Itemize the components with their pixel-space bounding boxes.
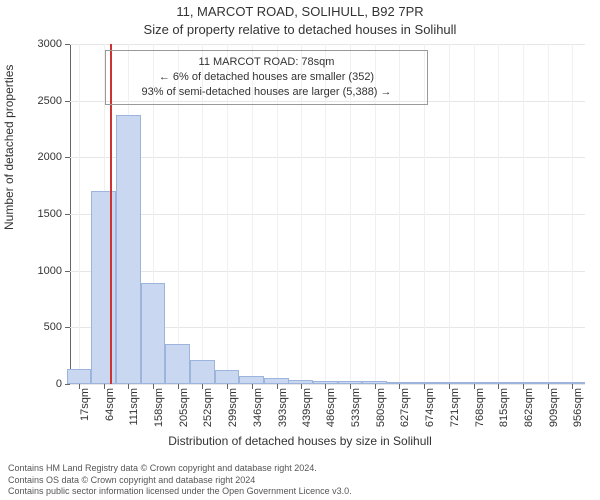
histogram-bar [313,381,338,384]
histogram-bar [461,382,486,384]
histogram-bar [387,382,412,384]
xtick-label: 486sqm [325,388,337,427]
histogram-bar [362,381,387,384]
xtick-label: 533sqm [350,388,362,427]
ytick-label: 2000 [38,151,62,163]
ytick-mark [65,214,70,215]
ytick-label: 0 [56,378,62,390]
footer-attribution: Contains HM Land Registry data © Crown c… [8,463,352,497]
x-axis-label: Distribution of detached houses by size … [0,434,600,448]
gridline-v [79,44,80,384]
ytick-mark [65,101,70,102]
ytick-mark [65,327,70,328]
chart-container: 11, MARCOT ROAD, SOLIHULL, B92 7PR Size … [0,0,600,500]
histogram-bar [288,380,313,384]
gridline-h [70,271,585,272]
footer-line-1: Contains HM Land Registry data © Crown c… [8,463,352,474]
histogram-bar [412,382,437,384]
histogram-bar [67,369,92,384]
page-title-line2: Size of property relative to detached ho… [0,22,600,37]
ytick-mark [65,157,70,158]
y-axis-label: Number of detached properties [2,65,16,230]
histogram-bar [338,381,363,384]
histogram-bar [486,382,511,384]
ytick-label: 2500 [38,95,62,107]
ytick-label: 1500 [38,208,62,220]
xtick-label: 111sqm [128,388,140,426]
xtick-label: 205sqm [178,388,190,427]
gridline-h [70,157,585,158]
ytick-label: 500 [44,321,62,333]
annotation-line-1: 11 MARCOT ROAD: 78sqm [114,55,419,70]
ytick-mark [65,271,70,272]
xtick-label: 393sqm [277,388,289,427]
histogram-bar [511,382,536,384]
page-title-line1: 11, MARCOT ROAD, SOLIHULL, B92 7PR [0,4,600,19]
gridline-v [548,44,549,384]
xtick-label: 674sqm [424,388,436,427]
histogram-bar [437,382,462,384]
histogram-bar [141,283,166,384]
histogram-bar [560,382,585,384]
histogram-bar [116,115,141,384]
annotation-line-2: ← 6% of detached houses are smaller (352… [114,70,419,85]
gridline-h [70,384,585,385]
gridline-v [474,44,475,384]
xtick-label: 299sqm [227,388,239,427]
histogram-bar [264,378,289,384]
xtick-label: 158sqm [153,388,165,427]
histogram-bar [91,191,116,384]
xtick-label: 956sqm [572,388,584,427]
gridline-v [523,44,524,384]
xtick-label: 768sqm [474,388,486,427]
gridline-h [70,44,585,45]
ytick-label: 3000 [38,38,62,50]
histogram-bar [535,382,560,384]
xtick-label: 862sqm [523,388,535,427]
annotation-line-3: 93% of semi-detached houses are larger (… [114,85,419,100]
xtick-label: 627sqm [399,388,411,427]
xtick-label: 64sqm [104,388,116,421]
ytick-mark [65,44,70,45]
xtick-label: 252sqm [202,388,214,427]
xtick-label: 346sqm [252,388,264,427]
xtick-label: 721sqm [449,388,461,427]
ytick-label: 1000 [38,265,62,277]
annotation-box: 11 MARCOT ROAD: 78sqm ← 6% of detached h… [105,50,428,105]
gridline-v [498,44,499,384]
xtick-label: 439sqm [301,388,313,427]
histogram-bar [190,360,215,384]
gridline-v [449,44,450,384]
footer-line-2: Contains OS data © Crown copyright and d… [8,475,352,486]
histogram-bar [215,370,240,384]
xtick-label: 909sqm [548,388,560,427]
xtick-label: 17sqm [79,388,91,421]
gridline-h [70,214,585,215]
histogram-bar [165,344,190,384]
footer-line-3: Contains public sector information licen… [8,486,352,497]
histogram-bar [239,376,264,384]
ytick-mark [65,384,70,385]
xtick-label: 815sqm [498,388,510,427]
gridline-v [572,44,573,384]
xtick-label: 580sqm [375,388,387,427]
